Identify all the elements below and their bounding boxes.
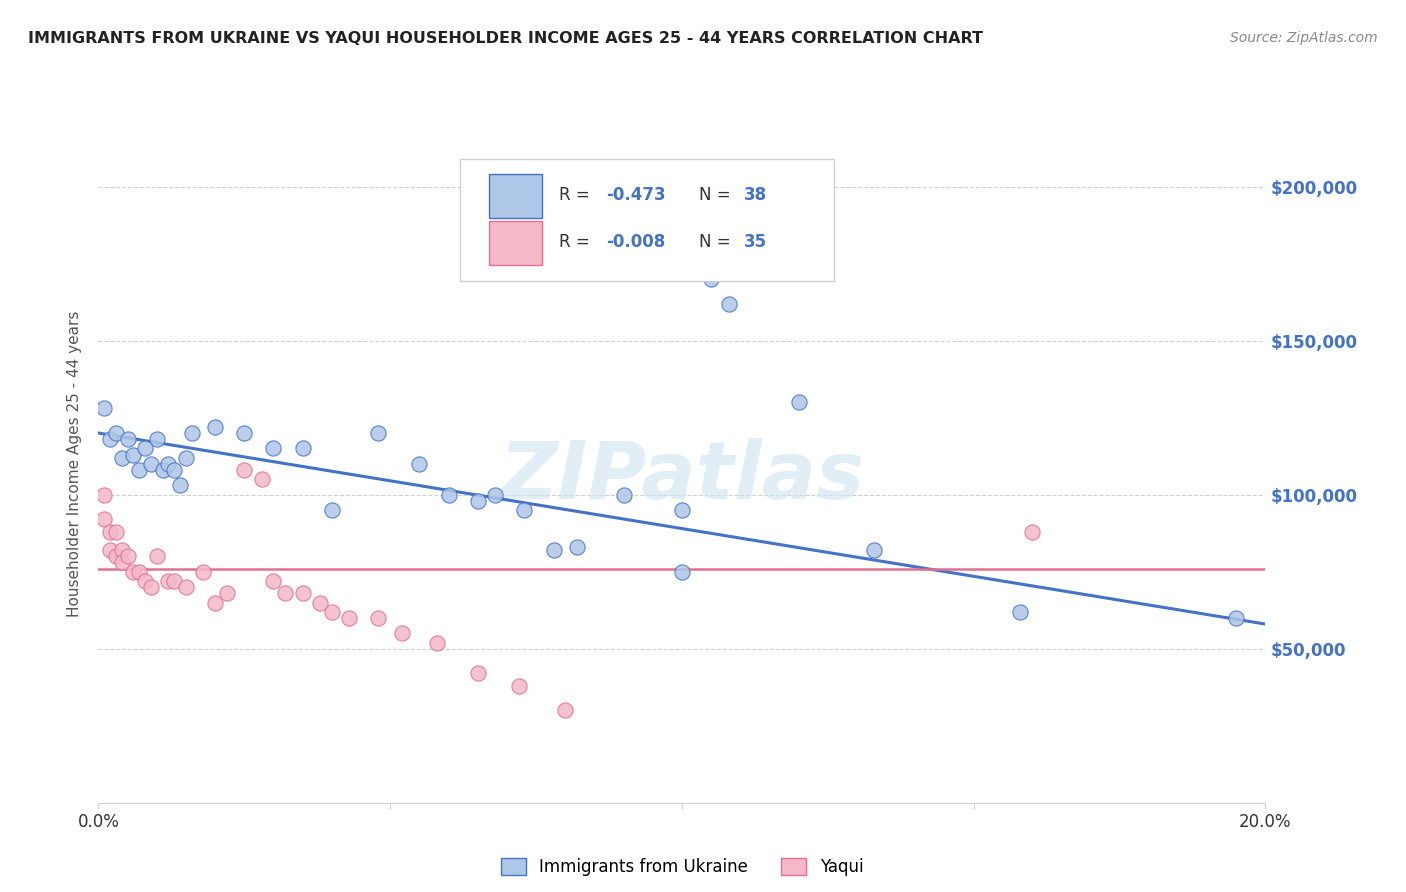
Point <box>215 586 238 600</box>
Point <box>337 611 360 625</box>
Point <box>274 586 297 600</box>
Point <box>111 556 134 570</box>
Point <box>146 432 169 446</box>
Point <box>111 450 134 465</box>
Point <box>554 703 576 717</box>
Point <box>204 595 226 609</box>
Point <box>863 543 886 558</box>
Point <box>128 565 150 579</box>
Point <box>408 457 430 471</box>
Point <box>262 574 284 588</box>
Point <box>174 450 197 465</box>
Point <box>163 463 186 477</box>
Point <box>111 543 134 558</box>
Point <box>134 574 156 588</box>
Point <box>98 432 121 446</box>
Point <box>1021 524 1043 539</box>
Point <box>146 549 169 564</box>
Point <box>1225 611 1247 625</box>
Text: -0.473: -0.473 <box>606 186 665 204</box>
Text: ZIPatlas: ZIPatlas <box>499 438 865 516</box>
Point <box>426 635 449 649</box>
Point <box>250 472 273 486</box>
Text: N =: N = <box>699 233 737 252</box>
Point <box>508 679 530 693</box>
Point <box>233 463 256 477</box>
Point <box>174 580 197 594</box>
Point <box>128 463 150 477</box>
Point <box>152 463 174 477</box>
Point <box>291 442 314 456</box>
Point <box>262 442 284 456</box>
Point <box>612 488 634 502</box>
Text: 38: 38 <box>744 186 766 204</box>
Point <box>117 549 139 564</box>
Point <box>467 666 489 681</box>
Text: R =: R = <box>560 233 595 252</box>
Point <box>309 595 332 609</box>
Point <box>291 586 314 600</box>
Y-axis label: Householder Income Ages 25 - 44 years: Householder Income Ages 25 - 44 years <box>67 310 83 617</box>
Point <box>700 272 723 286</box>
Point <box>157 574 180 588</box>
Point <box>93 488 115 502</box>
Point <box>484 488 506 502</box>
Text: Source: ZipAtlas.com: Source: ZipAtlas.com <box>1230 31 1378 45</box>
Point <box>467 493 489 508</box>
Point <box>321 605 343 619</box>
Point <box>139 580 162 594</box>
Point <box>233 425 256 440</box>
Point <box>117 432 139 446</box>
Point <box>134 442 156 456</box>
Point <box>122 565 145 579</box>
Point <box>193 565 215 579</box>
Point <box>565 540 588 554</box>
Point <box>671 503 693 517</box>
Point <box>104 549 127 564</box>
Text: N =: N = <box>699 186 737 204</box>
Point <box>93 512 115 526</box>
Text: R =: R = <box>560 186 595 204</box>
Text: 35: 35 <box>744 233 766 252</box>
Point <box>180 425 202 440</box>
Point <box>1010 605 1032 619</box>
Point <box>321 503 343 517</box>
Point <box>717 296 740 310</box>
Point <box>98 524 121 539</box>
Point <box>139 457 162 471</box>
Text: IMMIGRANTS FROM UKRAINE VS YAQUI HOUSEHOLDER INCOME AGES 25 - 44 YEARS CORRELATI: IMMIGRANTS FROM UKRAINE VS YAQUI HOUSEHO… <box>28 31 983 46</box>
Point <box>391 626 413 640</box>
Point <box>437 488 460 502</box>
Point <box>122 448 145 462</box>
FancyBboxPatch shape <box>489 174 541 218</box>
Point <box>513 503 536 517</box>
Point <box>367 611 389 625</box>
Point <box>543 543 565 558</box>
Point <box>671 565 693 579</box>
Point <box>204 420 226 434</box>
Point <box>367 425 389 440</box>
FancyBboxPatch shape <box>489 221 541 265</box>
Text: -0.008: -0.008 <box>606 233 665 252</box>
Point <box>787 395 810 409</box>
Point <box>157 457 180 471</box>
Point <box>93 401 115 416</box>
FancyBboxPatch shape <box>460 159 834 281</box>
Legend: Immigrants from Ukraine, Yaqui: Immigrants from Ukraine, Yaqui <box>494 851 870 882</box>
Point <box>163 574 186 588</box>
Point <box>104 425 127 440</box>
Point <box>169 478 191 492</box>
Point <box>98 543 121 558</box>
Point <box>104 524 127 539</box>
